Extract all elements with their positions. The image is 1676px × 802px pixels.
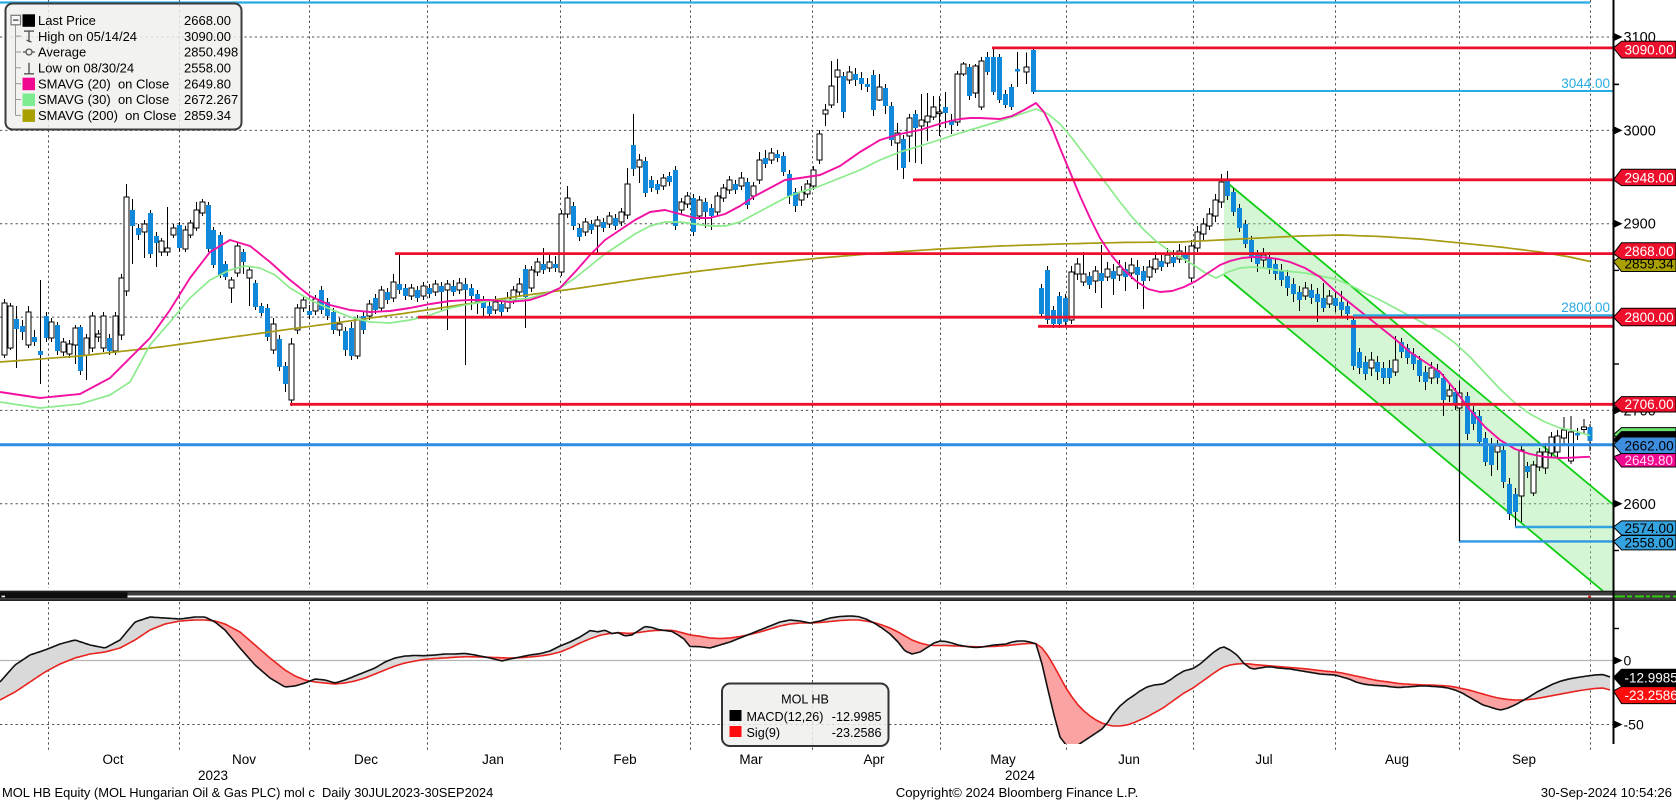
svg-text:2800.00: 2800.00: [1561, 300, 1610, 315]
svg-text:Jan: Jan: [482, 752, 504, 767]
svg-text:Jun: Jun: [1118, 752, 1140, 767]
svg-text:-23.2586: -23.2586: [832, 726, 882, 740]
svg-text:2850.498: 2850.498: [184, 45, 238, 60]
svg-text:-23.2586: -23.2586: [1625, 688, 1676, 703]
svg-text:Sig(9): Sig(9): [747, 726, 781, 740]
svg-text:2672.267: 2672.267: [184, 92, 238, 107]
svg-text:2900: 2900: [1624, 217, 1656, 233]
svg-text:MOL HB Equity (MOL Hungarian O: MOL HB Equity (MOL Hungarian Oil & Gas P…: [2, 785, 493, 800]
svg-text:-12.9985: -12.9985: [832, 710, 882, 724]
svg-text:High on 05/14/24: High on 05/14/24: [38, 29, 137, 44]
svg-text:May: May: [990, 752, 1016, 767]
svg-text:3044.00: 3044.00: [1561, 76, 1610, 91]
svg-text:Mar: Mar: [739, 752, 763, 767]
svg-text:2662.00: 2662.00: [1625, 438, 1675, 453]
svg-text:Average: Average: [38, 45, 86, 60]
svg-text:SMAVG (20) on Close: SMAVG (20) on Close: [38, 76, 169, 91]
svg-text:Apr: Apr: [863, 752, 885, 767]
svg-text:2024: 2024: [1005, 768, 1036, 783]
svg-text:2649.80: 2649.80: [184, 76, 231, 91]
svg-text:2868.00: 2868.00: [1625, 244, 1675, 259]
svg-text:-12.9985: -12.9985: [1625, 671, 1676, 686]
svg-text:2859.34: 2859.34: [184, 108, 231, 123]
svg-text:-50: -50: [1624, 717, 1644, 733]
svg-text:2706.00: 2706.00: [1625, 397, 1675, 412]
svg-text:2600: 2600: [1624, 497, 1656, 513]
svg-text:Sep: Sep: [1512, 752, 1536, 767]
svg-text:Low on 08/30/24: Low on 08/30/24: [38, 60, 134, 75]
svg-text:2649.80: 2649.80: [1625, 453, 1673, 468]
svg-text:2948.00: 2948.00: [1625, 170, 1675, 185]
svg-text:MACD(12,26): MACD(12,26): [747, 710, 824, 724]
svg-text:2668.00: 2668.00: [184, 13, 231, 28]
svg-text:Oct: Oct: [102, 752, 123, 767]
svg-text:SMAVG (200) on Close: SMAVG (200) on Close: [38, 108, 176, 123]
svg-text:3090.00: 3090.00: [184, 29, 231, 44]
svg-text:Jul: Jul: [1255, 752, 1272, 767]
svg-text:Dec: Dec: [354, 752, 378, 767]
svg-text:Last Price: Last Price: [38, 13, 96, 28]
svg-text:30-Sep-2024 10:54:26: 30-Sep-2024 10:54:26: [1541, 785, 1672, 800]
svg-text:3000: 3000: [1624, 123, 1656, 139]
svg-text:2574.00: 2574.00: [1625, 521, 1675, 536]
svg-text:2023: 2023: [198, 768, 228, 783]
svg-text:2558.00: 2558.00: [184, 60, 231, 75]
svg-text:0: 0: [1624, 653, 1632, 669]
svg-text:SMAVG (30) on Close: SMAVG (30) on Close: [38, 92, 169, 107]
svg-text:MOL HB: MOL HB: [781, 693, 829, 707]
svg-text:Aug: Aug: [1385, 752, 1409, 767]
svg-text:2859.34: 2859.34: [1625, 256, 1675, 271]
svg-text:Feb: Feb: [613, 752, 636, 767]
svg-text:Nov: Nov: [232, 752, 256, 767]
svg-text:3090.00: 3090.00: [1625, 42, 1675, 57]
svg-text:2800.00: 2800.00: [1625, 310, 1675, 325]
svg-text:2558.00: 2558.00: [1625, 536, 1675, 551]
svg-text:Copyright© 2024 Bloomberg Fina: Copyright© 2024 Bloomberg Finance L.P.: [896, 785, 1139, 800]
